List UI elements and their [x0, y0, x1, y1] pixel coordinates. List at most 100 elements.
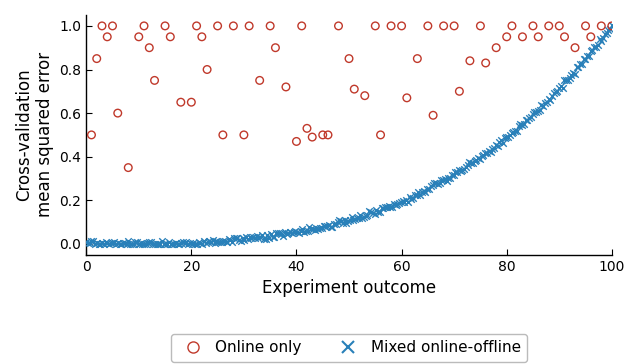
Mixed online-offline	[552, 88, 563, 94]
Mixed online-offline	[397, 198, 408, 204]
Mixed online-offline	[127, 241, 137, 247]
Mixed online-offline	[239, 237, 250, 243]
Mixed online-offline	[243, 236, 253, 242]
Mixed online-offline	[470, 159, 480, 165]
Mixed online-offline	[575, 61, 586, 67]
Mixed online-offline	[104, 241, 114, 247]
Mixed online-offline	[444, 175, 454, 181]
Mixed online-offline	[353, 215, 364, 221]
Mixed online-offline	[564, 75, 575, 80]
Online only	[428, 112, 438, 118]
Mixed online-offline	[593, 42, 603, 48]
Online only	[423, 23, 433, 29]
Mixed online-offline	[480, 150, 490, 156]
Mixed online-offline	[454, 167, 464, 173]
Online only	[517, 34, 527, 40]
Mixed online-offline	[234, 237, 244, 243]
Mixed online-offline	[299, 229, 309, 235]
Mixed online-offline	[332, 219, 342, 225]
Mixed online-offline	[271, 230, 281, 236]
Mixed online-offline	[102, 240, 113, 246]
Mixed online-offline	[206, 239, 216, 245]
Mixed online-offline	[115, 241, 125, 247]
Mixed online-offline	[548, 90, 559, 96]
Online only	[134, 34, 144, 40]
Mixed online-offline	[371, 207, 381, 213]
Online only	[302, 126, 312, 131]
Online only	[349, 86, 360, 92]
Online only	[317, 132, 328, 138]
Mixed online-offline	[529, 109, 540, 115]
Mixed online-offline	[531, 109, 541, 115]
Mixed online-offline	[506, 130, 516, 136]
Mixed online-offline	[312, 225, 322, 230]
Mixed online-offline	[428, 183, 438, 189]
Mixed online-offline	[92, 240, 102, 246]
Mixed online-offline	[568, 71, 579, 76]
Online only	[376, 132, 386, 138]
Online only	[333, 23, 344, 29]
Online only	[212, 23, 223, 29]
Mixed online-offline	[313, 226, 323, 232]
Online only	[586, 34, 596, 40]
Mixed online-offline	[237, 235, 248, 241]
Mixed online-offline	[605, 26, 615, 32]
Online only	[491, 45, 501, 51]
Mixed online-offline	[336, 218, 346, 224]
Mixed online-offline	[187, 241, 197, 246]
Online only	[323, 132, 333, 138]
Mixed online-offline	[181, 240, 191, 245]
Mixed online-offline	[505, 132, 515, 138]
Mixed online-offline	[526, 114, 536, 119]
Online only	[454, 88, 465, 94]
Mixed online-offline	[166, 241, 176, 247]
Online only	[265, 23, 275, 29]
Mixed online-offline	[586, 48, 596, 54]
Mixed online-offline	[422, 186, 433, 191]
Mixed online-offline	[298, 226, 308, 232]
Mixed online-offline	[278, 233, 288, 238]
Mixed online-offline	[248, 234, 259, 240]
Mixed online-offline	[232, 236, 243, 241]
Mixed online-offline	[366, 209, 376, 215]
Mixed online-offline	[367, 210, 378, 215]
Mixed online-offline	[607, 23, 617, 28]
Mixed online-offline	[449, 172, 459, 178]
Mixed online-offline	[369, 211, 380, 217]
Mixed online-offline	[359, 214, 369, 220]
Mixed online-offline	[192, 241, 202, 247]
Online only	[228, 23, 239, 29]
Mixed online-offline	[90, 241, 100, 247]
Mixed online-offline	[447, 173, 457, 178]
Mixed online-offline	[346, 214, 356, 220]
Mixed online-offline	[471, 158, 481, 163]
Mixed online-offline	[266, 231, 276, 237]
Mixed online-offline	[588, 47, 598, 52]
Mixed online-offline	[174, 241, 184, 247]
Mixed online-offline	[325, 223, 335, 229]
Mixed online-offline	[268, 234, 278, 240]
Mixed online-offline	[406, 196, 417, 202]
Mixed online-offline	[491, 142, 501, 148]
Mixed online-offline	[341, 220, 351, 226]
Mixed online-offline	[570, 71, 580, 77]
Mixed online-offline	[84, 240, 95, 246]
Online only	[92, 56, 102, 62]
Mixed online-offline	[598, 35, 608, 40]
Mixed online-offline	[301, 228, 311, 234]
Mixed online-offline	[213, 239, 223, 245]
Mixed online-offline	[294, 230, 304, 236]
Online only	[344, 56, 354, 62]
Mixed online-offline	[148, 241, 158, 247]
Mixed online-offline	[466, 161, 476, 166]
Mixed online-offline	[246, 235, 257, 241]
Mixed online-offline	[468, 161, 478, 166]
Online only	[360, 93, 370, 99]
Mixed online-offline	[410, 192, 420, 198]
Mixed online-offline	[376, 205, 387, 211]
Mixed online-offline	[334, 217, 344, 223]
Online only	[196, 34, 207, 40]
Mixed online-offline	[487, 146, 497, 152]
Mixed online-offline	[464, 159, 474, 165]
Mixed online-offline	[157, 238, 167, 244]
